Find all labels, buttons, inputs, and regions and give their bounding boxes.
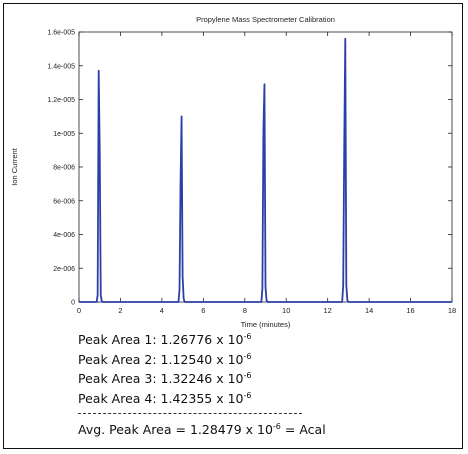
y-tick-label: 1e-005	[53, 131, 75, 138]
x-tick-label: 12	[323, 306, 331, 315]
x-axis-label: Time (minutes)	[241, 320, 291, 329]
x-tick-label: 6	[201, 306, 205, 315]
x-tick-label: 2	[118, 306, 122, 315]
average-peak-area-line: Avg. Peak Area = 1.28479 x 10-6 = Acal	[78, 421, 326, 437]
dashed-divider	[78, 413, 302, 414]
y-tick-label: 6e-006	[53, 198, 75, 205]
peak-area-line-3: Peak Area 3: 1.32246 x 10-6	[78, 370, 252, 386]
x-tick-label: 18	[448, 306, 456, 315]
x-tick-label: 0	[77, 306, 81, 315]
x-tick-label: 16	[406, 306, 414, 315]
calibration-chart: 0 2 4 6 8 10 12 14 16 18 0 2e-006 4e-006 6e-006 8e-006…	[10, 15, 456, 329]
x-tick-label: 8	[243, 306, 247, 315]
figure-frame	[3, 3, 463, 449]
x-tick-label: 14	[365, 306, 373, 315]
y-tick-label: 2e-006	[53, 266, 75, 273]
y-tick-label: 1.4e-005	[47, 63, 75, 70]
x-tick-label: 10	[282, 306, 290, 315]
y-tick-label: 1.2e-005	[47, 97, 75, 104]
x-tick-label: 4	[160, 306, 164, 315]
y-tick-label: 1.6e-005	[47, 30, 75, 37]
peak-area-notes: Peak Area 1: 1.26776 x 10-6 Peak Area 2:…	[78, 330, 326, 440]
y-tick-label: 0	[71, 300, 75, 307]
peak-area-line-2: Peak Area 2: 1.12540 x 10-6	[78, 351, 252, 367]
ion-current-series-line	[79, 37, 452, 303]
y-tick-label: 8e-006	[53, 165, 75, 172]
peak-area-line-4: Peak Area 4: 1.42355 x 10-6	[78, 390, 252, 406]
chart-title: Propylene Mass Spectrometer Calibration	[196, 15, 335, 24]
y-axis-label: Ion Current	[10, 147, 19, 185]
y-tick-label: 4e-006	[53, 232, 75, 239]
peak-area-line-1: Peak Area 1: 1.26776 x 10-6	[78, 331, 252, 347]
